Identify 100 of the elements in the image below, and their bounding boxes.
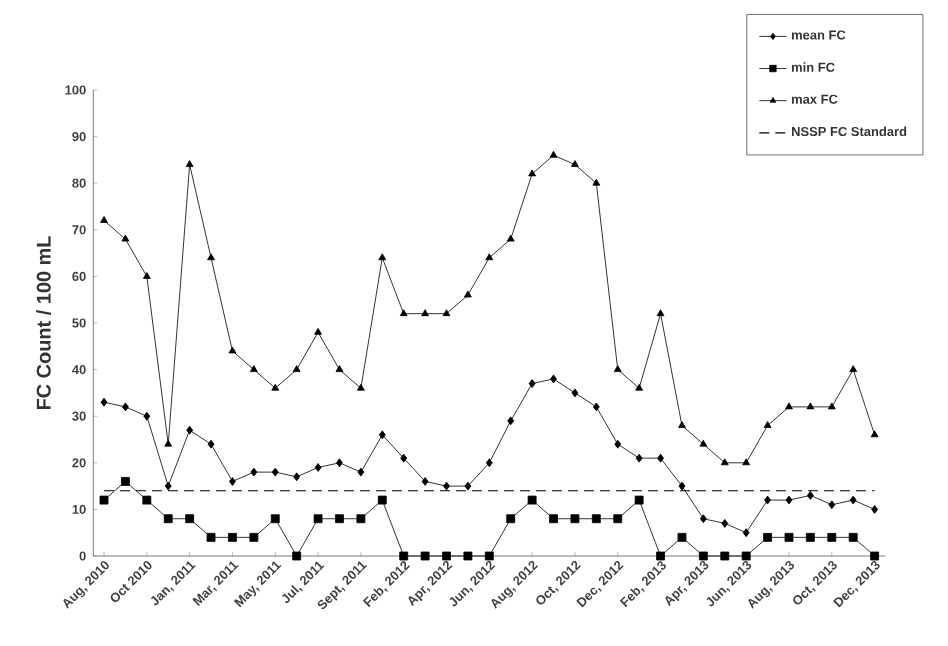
point <box>528 379 536 388</box>
point <box>314 327 322 335</box>
point <box>763 532 772 542</box>
point <box>527 495 537 505</box>
point <box>100 397 108 407</box>
point <box>420 551 430 561</box>
point <box>164 481 172 491</box>
point <box>571 160 579 167</box>
point <box>656 551 665 561</box>
point <box>399 551 409 561</box>
point <box>229 477 236 486</box>
point <box>206 532 216 542</box>
point <box>271 383 280 391</box>
point <box>870 551 880 561</box>
point <box>121 234 130 242</box>
point <box>528 169 536 177</box>
point <box>463 551 473 561</box>
point <box>484 551 494 561</box>
point <box>848 532 858 542</box>
y-axis-title: FC Count / 100 mL <box>36 236 51 410</box>
point <box>207 439 215 449</box>
point <box>678 421 686 428</box>
point <box>763 421 772 428</box>
point <box>270 514 280 524</box>
point <box>656 309 665 317</box>
point <box>698 551 708 561</box>
point <box>400 453 408 463</box>
point <box>185 160 194 167</box>
point <box>421 477 429 486</box>
point <box>570 514 580 524</box>
point <box>442 551 451 561</box>
point <box>399 309 408 317</box>
point <box>357 383 365 391</box>
point <box>207 253 215 261</box>
point <box>849 495 857 505</box>
point <box>785 495 793 505</box>
point <box>313 514 323 524</box>
point <box>635 453 643 463</box>
point <box>485 253 494 261</box>
point <box>249 365 258 372</box>
point <box>293 472 301 482</box>
point <box>592 178 601 186</box>
point <box>378 430 386 440</box>
point <box>805 532 815 542</box>
point <box>571 388 579 398</box>
point <box>635 383 644 391</box>
point <box>335 365 344 372</box>
point <box>163 514 173 524</box>
point <box>678 481 686 491</box>
point <box>142 272 151 279</box>
point <box>228 532 237 542</box>
point <box>357 467 365 477</box>
point <box>828 500 836 510</box>
point <box>721 518 729 528</box>
point <box>122 402 129 412</box>
point <box>613 365 622 372</box>
point <box>143 411 151 421</box>
point <box>142 495 152 505</box>
point <box>249 532 259 542</box>
point <box>720 551 730 561</box>
point <box>186 425 194 435</box>
point <box>378 253 387 261</box>
point <box>870 430 879 438</box>
point <box>634 495 644 505</box>
point <box>506 234 515 242</box>
point <box>185 514 195 524</box>
point <box>720 458 729 466</box>
point <box>699 514 707 524</box>
point <box>741 551 751 561</box>
point <box>250 467 258 477</box>
point <box>464 290 472 298</box>
point <box>335 514 344 524</box>
point <box>549 514 558 524</box>
point <box>806 402 815 410</box>
point <box>806 491 814 500</box>
point <box>314 463 322 472</box>
point <box>421 309 429 317</box>
point <box>507 416 515 426</box>
point <box>849 365 858 372</box>
point <box>99 495 109 505</box>
point <box>784 532 794 542</box>
point <box>121 477 130 486</box>
point <box>442 309 451 317</box>
point <box>614 439 622 449</box>
point <box>699 439 708 447</box>
point <box>677 532 687 542</box>
point <box>228 346 237 354</box>
point <box>592 402 600 412</box>
point <box>785 402 793 410</box>
point <box>827 532 837 542</box>
point <box>271 467 279 477</box>
point <box>657 453 664 463</box>
point <box>591 514 601 524</box>
point <box>613 514 623 524</box>
point <box>164 439 173 447</box>
point <box>742 458 751 466</box>
point <box>827 402 836 410</box>
point <box>356 514 366 524</box>
point <box>506 514 516 524</box>
point <box>464 481 472 491</box>
